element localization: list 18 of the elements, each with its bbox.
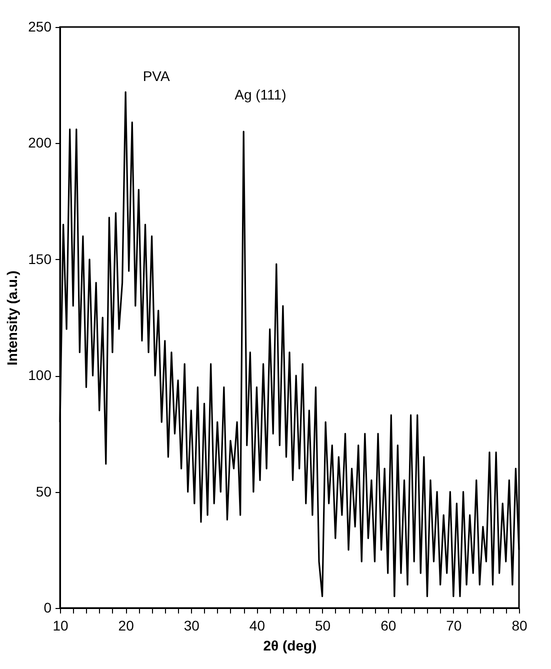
y-tick-label: 150 [28, 250, 52, 267]
annotation: Ag (111) [234, 86, 286, 102]
annotation: PVA [142, 68, 170, 84]
y-tick-label: 100 [28, 367, 52, 384]
x-tick-label: 60 [380, 618, 396, 634]
y-tick-label: 200 [28, 134, 52, 151]
x-tick-label: 40 [249, 618, 266, 634]
x-tick-label: 80 [512, 618, 528, 634]
x-tick-label: 20 [118, 618, 134, 634]
y-tick-label: 250 [28, 18, 52, 34]
y-tick-label: 0 [44, 600, 52, 616]
x-tick-label: 70 [446, 618, 462, 634]
x-tick-label: 10 [52, 618, 68, 634]
y-axis-title: Intensity (a.u.) [4, 270, 20, 366]
y-tick-label: 50 [36, 483, 52, 500]
x-tick-label: 30 [184, 618, 200, 634]
x-axis-title: 2θ (deg) [263, 638, 317, 654]
x-tick-label: 50 [314, 618, 331, 634]
